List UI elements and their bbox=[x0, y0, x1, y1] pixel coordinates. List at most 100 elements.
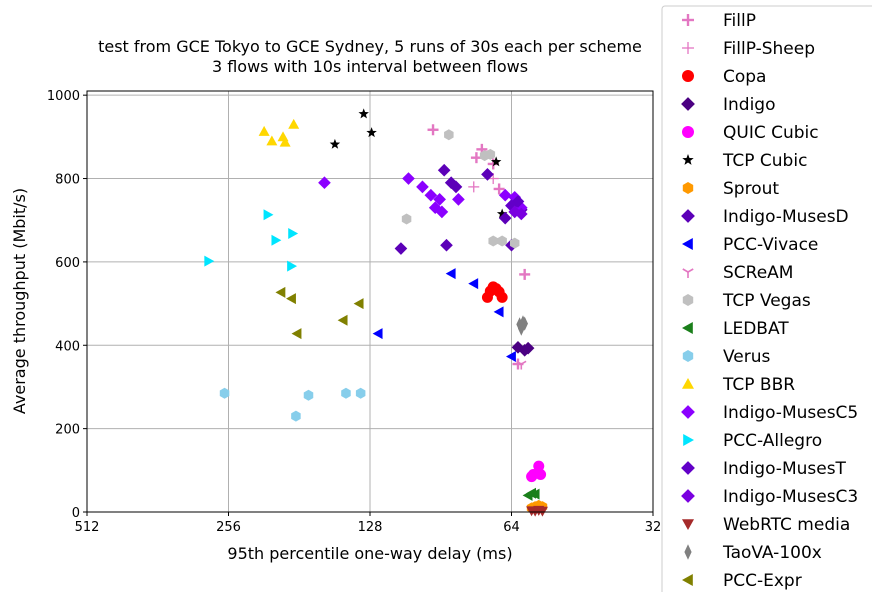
data-point bbox=[291, 410, 301, 422]
data-point bbox=[337, 314, 348, 326]
data-point bbox=[521, 341, 535, 355]
y-tick-label: 600 bbox=[55, 256, 80, 271]
data-point bbox=[444, 129, 454, 141]
legend-item: WebRTC media bbox=[682, 515, 850, 535]
legend-label: SCReAM bbox=[723, 263, 793, 283]
x-tick-label: 128 bbox=[358, 520, 383, 535]
series-group bbox=[394, 163, 528, 255]
legend-marker bbox=[682, 574, 693, 586]
data-point bbox=[288, 118, 300, 129]
legend-marker bbox=[683, 434, 694, 446]
data-point bbox=[445, 268, 456, 280]
series-group bbox=[516, 360, 527, 370]
data-point bbox=[485, 148, 496, 160]
legend-label: Verus bbox=[723, 347, 771, 367]
data-point bbox=[266, 135, 278, 146]
data-point bbox=[271, 234, 282, 246]
data-point bbox=[341, 387, 351, 399]
data-point bbox=[286, 293, 296, 305]
legend-marker bbox=[682, 322, 693, 334]
legend-label: TCP BBR bbox=[722, 375, 795, 395]
legend-item: Indigo bbox=[681, 95, 776, 115]
legend-marker bbox=[681, 489, 695, 503]
data-point bbox=[258, 125, 270, 136]
data-point bbox=[275, 286, 286, 298]
data-point bbox=[519, 268, 531, 280]
legend-item: Indigo-MusesD bbox=[681, 207, 849, 227]
data-point bbox=[533, 460, 545, 472]
legend-item: QUIC Cubic bbox=[682, 123, 819, 143]
legend-label: TCP Cubic bbox=[722, 151, 807, 171]
data-point bbox=[496, 208, 508, 219]
legend-item: TaoVA-100x bbox=[684, 543, 822, 563]
legend-marker bbox=[682, 14, 694, 26]
data-point bbox=[440, 238, 453, 252]
legend-marker bbox=[682, 519, 694, 530]
x-axis-label: 95th percentile one-way delay (ms) bbox=[227, 544, 512, 563]
data-point bbox=[435, 205, 449, 219]
data-point bbox=[219, 387, 230, 399]
legend-item: Verus bbox=[682, 347, 771, 367]
data-point bbox=[511, 341, 525, 354]
data-point bbox=[277, 131, 289, 142]
legend: FillP FillP-Sheep Copa Indigo QUIC Cubic TCP … bbox=[661, 5, 872, 592]
data-point bbox=[394, 242, 408, 255]
grid bbox=[86, 91, 654, 513]
series-group bbox=[401, 129, 520, 249]
legend-item: Sprout bbox=[682, 179, 779, 199]
y-tick-label: 400 bbox=[55, 339, 80, 354]
data-point bbox=[496, 291, 508, 303]
legend-marker bbox=[682, 42, 694, 54]
data-point bbox=[288, 228, 299, 240]
data-point bbox=[468, 181, 480, 193]
data-point bbox=[279, 136, 291, 147]
legend-label: TCP Vegas bbox=[722, 291, 811, 311]
legend-label: Indigo-MusesC5 bbox=[723, 403, 858, 423]
data-point bbox=[518, 321, 525, 336]
data-point bbox=[488, 235, 498, 247]
series-group bbox=[204, 209, 299, 272]
legend-label: PCC-Expr bbox=[723, 571, 802, 591]
legend-label: Sprout bbox=[723, 179, 779, 199]
series-group bbox=[522, 487, 540, 501]
legend-marker bbox=[681, 97, 695, 111]
y-tick-label: 800 bbox=[55, 173, 80, 188]
data-point bbox=[401, 213, 412, 225]
data-point bbox=[416, 180, 429, 194]
data-point bbox=[497, 235, 507, 247]
y-tick-label: 200 bbox=[55, 423, 80, 438]
data-point bbox=[449, 180, 463, 194]
data-point bbox=[452, 193, 465, 206]
legend-item: LEDBAT bbox=[682, 319, 789, 339]
data-point bbox=[516, 360, 527, 370]
legend-label: TaoVA-100x bbox=[722, 543, 822, 563]
legend-label: Indigo bbox=[723, 95, 776, 115]
data-point bbox=[358, 108, 369, 119]
axis-ticks: 512 256 128 64 32 0 200 400 600 800 1000 bbox=[47, 89, 661, 535]
chart-title-line-1: test from GCE Tokyo to GCE Sydney, 5 run… bbox=[98, 37, 642, 56]
data-point bbox=[498, 188, 512, 202]
legend-marker bbox=[682, 154, 694, 165]
legend-item: Indigo-MusesC5 bbox=[681, 403, 858, 423]
legend-marker bbox=[682, 70, 694, 82]
data-point bbox=[263, 209, 274, 221]
legend-item: Indigo-MusesT bbox=[681, 459, 847, 479]
legend-marker bbox=[682, 268, 694, 278]
data-point bbox=[490, 156, 502, 167]
data-point bbox=[508, 205, 522, 219]
legend-item: SCReAM bbox=[682, 263, 793, 283]
legend-frame bbox=[661, 5, 872, 592]
data-point bbox=[355, 387, 366, 399]
legend-marker bbox=[681, 461, 695, 475]
legend-label: FillP bbox=[723, 11, 756, 31]
legend-marker bbox=[684, 544, 692, 560]
series-group bbox=[258, 118, 300, 147]
data-point bbox=[509, 237, 520, 249]
data-point bbox=[493, 306, 504, 318]
series-group bbox=[526, 505, 548, 517]
series-group bbox=[511, 341, 535, 357]
y-axis-label: Average throughput (Mbit/s) bbox=[10, 188, 29, 414]
series-group bbox=[481, 281, 508, 303]
data-point bbox=[529, 488, 540, 500]
legend-item: Copa bbox=[682, 67, 766, 87]
